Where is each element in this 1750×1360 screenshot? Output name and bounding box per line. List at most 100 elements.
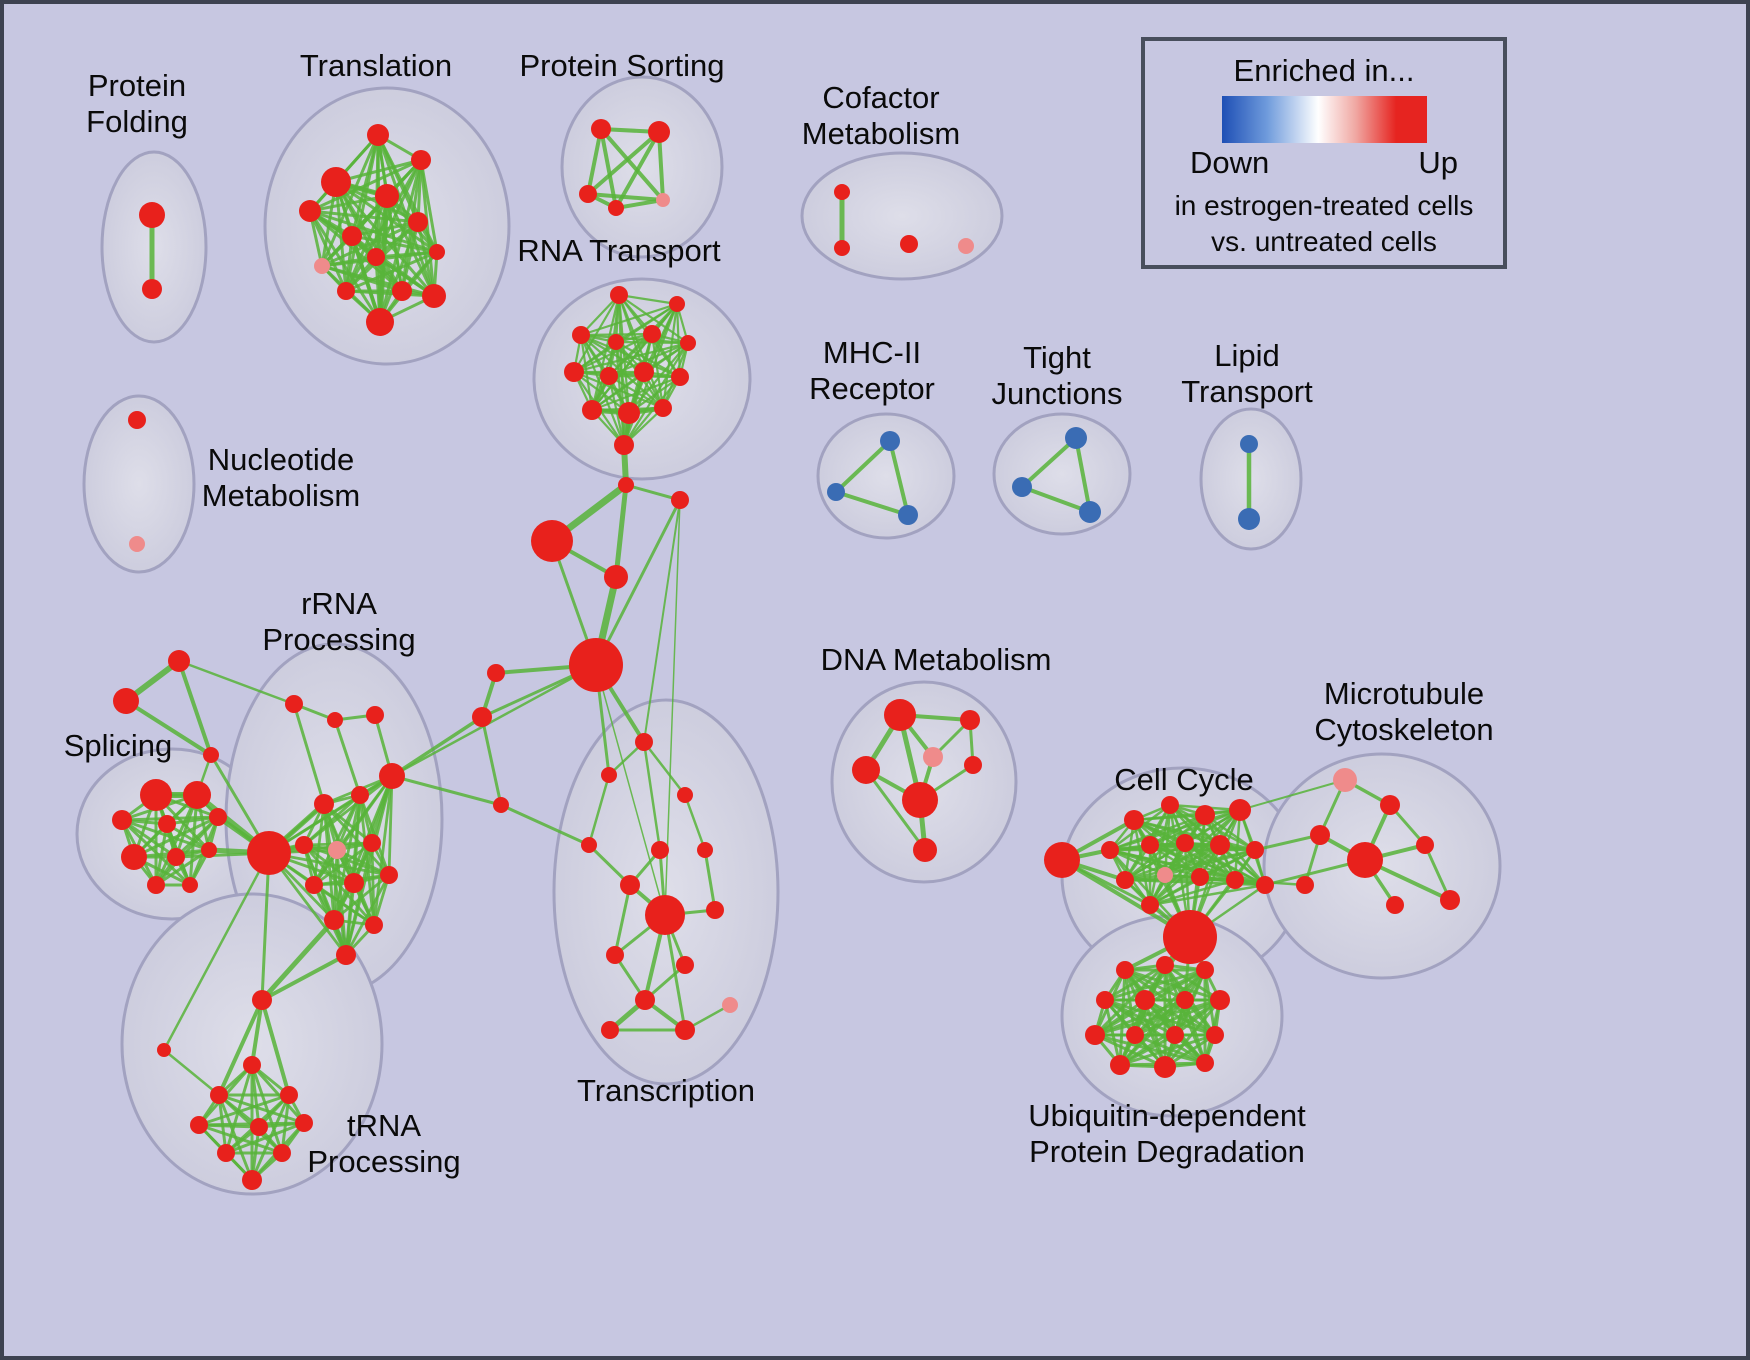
node-t1[interactable] bbox=[321, 167, 351, 197]
node-ps5[interactable] bbox=[656, 193, 670, 207]
node-ub8[interactable] bbox=[1085, 1025, 1105, 1045]
node-rr2[interactable] bbox=[327, 712, 343, 728]
node-tr4[interactable] bbox=[581, 837, 597, 853]
node-lt1[interactable] bbox=[1240, 435, 1258, 453]
node-sp10[interactable] bbox=[182, 877, 198, 893]
node-tr9[interactable] bbox=[706, 901, 724, 919]
node-tr10[interactable] bbox=[606, 946, 624, 964]
node-rt3[interactable] bbox=[572, 326, 590, 344]
node-tj1[interactable] bbox=[1065, 427, 1087, 449]
node-cn4[interactable] bbox=[604, 565, 628, 589]
node-mt5[interactable] bbox=[1416, 836, 1434, 854]
node-sp4[interactable] bbox=[158, 815, 176, 833]
node-tr14[interactable] bbox=[675, 1020, 695, 1040]
node-cf2[interactable] bbox=[834, 240, 850, 256]
node-sp2[interactable] bbox=[183, 781, 211, 809]
node-ps3[interactable] bbox=[579, 185, 597, 203]
node-pf2[interactable] bbox=[142, 279, 162, 299]
node-cc5[interactable] bbox=[1229, 799, 1251, 821]
node-nm2[interactable] bbox=[129, 536, 145, 552]
node-mt4[interactable] bbox=[1347, 842, 1383, 878]
node-tn4[interactable] bbox=[280, 1086, 298, 1104]
node-tn2[interactable] bbox=[243, 1056, 261, 1074]
node-pf1[interactable] bbox=[139, 202, 165, 228]
node-rt9[interactable] bbox=[634, 362, 654, 382]
node-tr2[interactable] bbox=[601, 767, 617, 783]
node-tn10[interactable] bbox=[242, 1170, 262, 1190]
node-t7[interactable] bbox=[342, 226, 362, 246]
node-t4[interactable] bbox=[367, 124, 389, 146]
node-tg1[interactable] bbox=[168, 650, 190, 672]
node-tr12[interactable] bbox=[635, 990, 655, 1010]
node-tn7[interactable] bbox=[295, 1114, 313, 1132]
node-rr6[interactable] bbox=[379, 763, 405, 789]
node-dm6[interactable] bbox=[902, 782, 938, 818]
node-ub4[interactable] bbox=[1096, 991, 1114, 1009]
node-cc3[interactable] bbox=[1161, 796, 1179, 814]
node-rr12[interactable] bbox=[380, 866, 398, 884]
node-dm4[interactable] bbox=[923, 747, 943, 767]
node-mt1[interactable] bbox=[1333, 768, 1357, 792]
node-ps4[interactable] bbox=[608, 200, 624, 216]
node-rt4[interactable] bbox=[608, 334, 624, 350]
node-tn8[interactable] bbox=[217, 1144, 235, 1162]
node-cf3[interactable] bbox=[900, 235, 918, 253]
node-tj3[interactable] bbox=[1079, 501, 1101, 523]
node-rt14[interactable] bbox=[614, 435, 634, 455]
node-cn3[interactable] bbox=[671, 491, 689, 509]
node-ub2[interactable] bbox=[1156, 956, 1174, 974]
node-cc7[interactable] bbox=[1141, 836, 1159, 854]
node-ub6[interactable] bbox=[1176, 991, 1194, 1009]
node-ub1[interactable] bbox=[1116, 961, 1134, 979]
node-tj2[interactable] bbox=[1012, 477, 1032, 497]
node-tr11[interactable] bbox=[676, 956, 694, 974]
node-rt7[interactable] bbox=[564, 362, 584, 382]
node-t6[interactable] bbox=[375, 184, 399, 208]
node-cc13[interactable] bbox=[1191, 868, 1209, 886]
node-dm1[interactable] bbox=[884, 699, 916, 731]
node-sp1[interactable] bbox=[140, 779, 172, 811]
node-ps1[interactable] bbox=[591, 119, 611, 139]
node-rrhub[interactable] bbox=[247, 831, 291, 875]
node-tr6[interactable] bbox=[697, 842, 713, 858]
node-cc15[interactable] bbox=[1141, 896, 1159, 914]
node-tn5[interactable] bbox=[190, 1116, 208, 1134]
node-cc9[interactable] bbox=[1210, 835, 1230, 855]
node-ub3[interactable] bbox=[1196, 961, 1214, 979]
node-cc2[interactable] bbox=[1124, 810, 1144, 830]
node-mt6[interactable] bbox=[1440, 890, 1460, 910]
node-tr5[interactable] bbox=[651, 841, 669, 859]
node-cc6[interactable] bbox=[1101, 841, 1119, 859]
node-t8[interactable] bbox=[408, 212, 428, 232]
node-sp5[interactable] bbox=[209, 808, 227, 826]
node-dm7[interactable] bbox=[913, 838, 937, 862]
node-dm3[interactable] bbox=[852, 756, 880, 784]
node-tr15[interactable] bbox=[722, 997, 738, 1013]
node-ps2[interactable] bbox=[648, 121, 670, 143]
node-sp3[interactable] bbox=[112, 810, 132, 830]
node-rt5[interactable] bbox=[643, 325, 661, 343]
node-tr3[interactable] bbox=[677, 787, 693, 803]
node-rr4[interactable] bbox=[314, 794, 334, 814]
node-ub14[interactable] bbox=[1196, 1054, 1214, 1072]
node-rt12[interactable] bbox=[618, 402, 640, 424]
node-tn1[interactable] bbox=[157, 1043, 171, 1057]
node-tr8[interactable] bbox=[645, 895, 685, 935]
node-sp6[interactable] bbox=[121, 844, 147, 870]
node-dm2[interactable] bbox=[960, 710, 980, 730]
node-nm1[interactable] bbox=[128, 411, 146, 429]
node-tg3[interactable] bbox=[203, 747, 219, 763]
node-tn9[interactable] bbox=[273, 1144, 291, 1162]
node-tr1[interactable] bbox=[635, 733, 653, 751]
node-rr13[interactable] bbox=[324, 910, 344, 930]
node-rt11[interactable] bbox=[582, 400, 602, 420]
node-rt6[interactable] bbox=[680, 335, 696, 351]
node-t9[interactable] bbox=[367, 248, 385, 266]
node-rt10[interactable] bbox=[671, 368, 689, 386]
node-ub9[interactable] bbox=[1126, 1026, 1144, 1044]
node-cn2[interactable] bbox=[531, 520, 573, 562]
node-dm5[interactable] bbox=[964, 756, 982, 774]
node-mt8[interactable] bbox=[1296, 876, 1314, 894]
node-cn6[interactable] bbox=[472, 707, 492, 727]
node-cc14[interactable] bbox=[1226, 871, 1244, 889]
